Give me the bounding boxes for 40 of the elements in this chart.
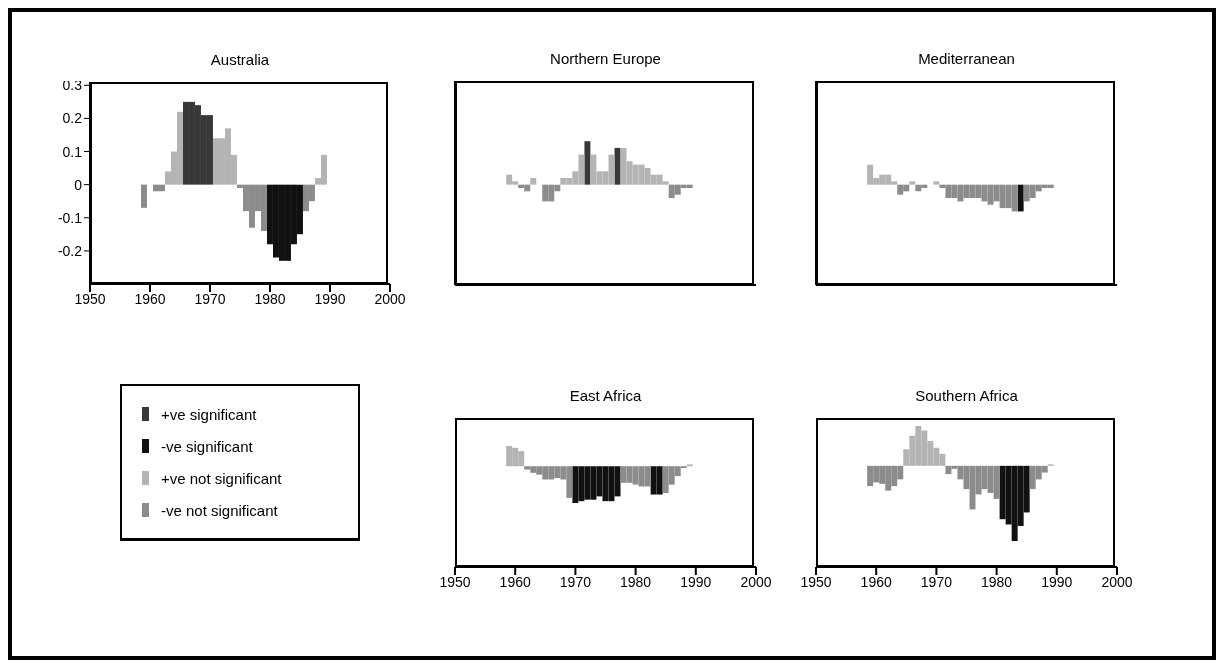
x-tick-label: 2000 [374, 290, 406, 307]
bar [530, 177, 537, 185]
x-tick-label: 2000 [740, 573, 772, 590]
y-tick-label: -0.2 [57, 242, 83, 259]
x-tick-label: 1960 [860, 573, 892, 590]
y-tick-label: -0.1 [57, 209, 83, 226]
bar [933, 181, 940, 185]
bar [584, 141, 591, 185]
x-tick-label: 2000 [1101, 573, 1133, 590]
bar [614, 147, 621, 185]
chart-title: Australia [210, 51, 270, 68]
x-tick-label: 1990 [314, 290, 346, 307]
bar [909, 181, 916, 185]
x-tick-label: 1970 [920, 573, 953, 590]
x-tick-label: 1990 [680, 573, 712, 590]
x-tick-label: 1950 [439, 573, 471, 590]
y-tick-label: 0.2 [62, 110, 83, 127]
chart-title: Mediterranean [917, 49, 1016, 69]
y-tick-label: 0.1 [62, 143, 83, 160]
x-tick-label: 1980 [981, 573, 1013, 590]
legend-label: +ve not significant [161, 469, 282, 487]
x-tick-label: 1950 [800, 573, 832, 590]
x-tick-label: 1960 [499, 573, 531, 590]
x-tick-label: 1990 [1041, 573, 1073, 590]
chart-title: East Africa [568, 386, 643, 406]
legend-label: -ve not significant [161, 501, 278, 519]
chart-title: Southern Africa [914, 386, 1019, 406]
chart-title: Northern Europe [549, 49, 662, 69]
x-tick-label: 1950 [74, 290, 106, 307]
legend-label: -ve significant [161, 437, 253, 455]
x-tick-label: 1980 [620, 573, 652, 590]
bar [141, 184, 147, 208]
y-tick-label: 0.3 [62, 77, 83, 94]
x-tick-label: 1960 [134, 290, 166, 307]
y-tick-label: 0 [74, 176, 83, 193]
x-tick-label: 1970 [194, 290, 226, 307]
x-tick-label: 1970 [559, 573, 592, 590]
legend-label: +ve significant [161, 405, 257, 423]
bar [1017, 184, 1024, 212]
x-tick-label: 1980 [254, 290, 286, 307]
